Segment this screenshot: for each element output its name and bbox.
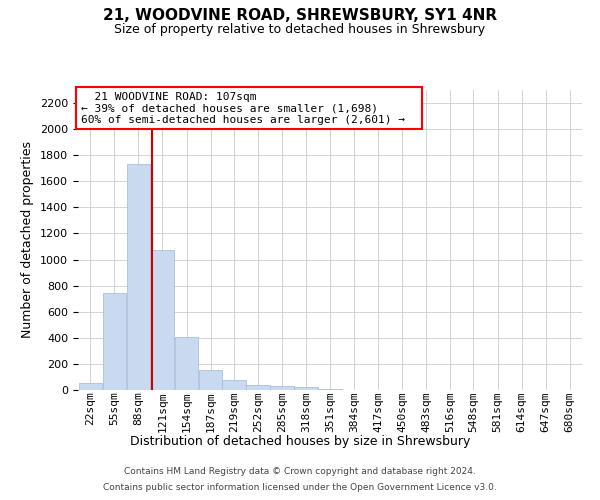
Bar: [175, 336, 198, 390]
Bar: [295, 388, 317, 390]
Bar: [79, 384, 102, 390]
Y-axis label: Number of detached properties: Number of detached properties: [22, 142, 34, 338]
Bar: [222, 380, 245, 390]
Text: 21 WOODVINE ROAD: 107sqm
← 39% of detached houses are smaller (1,698)
60% of sem: 21 WOODVINE ROAD: 107sqm ← 39% of detach…: [80, 92, 418, 124]
Bar: [199, 370, 222, 390]
Text: Contains public sector information licensed under the Open Government Licence v3: Contains public sector information licen…: [103, 482, 497, 492]
Text: 21, WOODVINE ROAD, SHREWSBURY, SY1 4NR: 21, WOODVINE ROAD, SHREWSBURY, SY1 4NR: [103, 8, 497, 22]
Bar: [103, 294, 126, 390]
Text: Contains HM Land Registry data © Crown copyright and database right 2024.: Contains HM Land Registry data © Crown c…: [124, 468, 476, 476]
Bar: [127, 164, 150, 390]
Bar: [151, 250, 174, 390]
Bar: [246, 385, 269, 390]
Text: Size of property relative to detached houses in Shrewsbury: Size of property relative to detached ho…: [115, 22, 485, 36]
Bar: [270, 386, 293, 390]
Bar: [319, 389, 341, 390]
Text: Distribution of detached houses by size in Shrewsbury: Distribution of detached houses by size …: [130, 435, 470, 448]
